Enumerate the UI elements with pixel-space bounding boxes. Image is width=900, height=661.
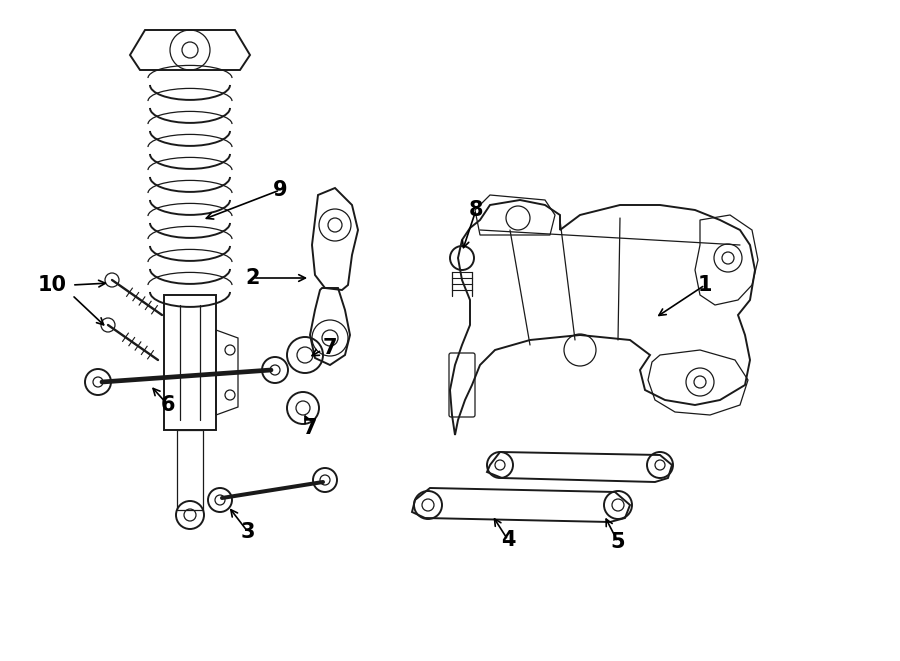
Text: 7: 7 (302, 418, 317, 438)
Text: 4: 4 (500, 530, 515, 550)
Text: 9: 9 (273, 180, 287, 200)
Text: 5: 5 (611, 532, 625, 552)
Text: 8: 8 (469, 200, 483, 220)
Text: 6: 6 (161, 395, 176, 415)
Text: 3: 3 (241, 522, 256, 542)
Text: 10: 10 (38, 275, 67, 295)
Text: 7: 7 (323, 338, 338, 358)
Text: 1: 1 (698, 275, 712, 295)
Text: 2: 2 (246, 268, 260, 288)
